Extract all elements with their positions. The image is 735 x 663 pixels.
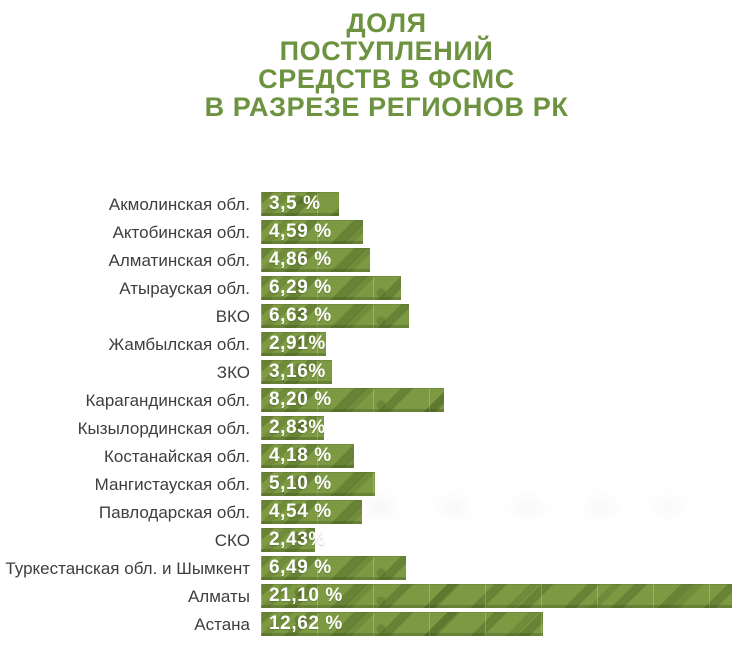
region-label: Алматы xyxy=(187,586,250,606)
chart-row: Актобинская обл. 4,59 % xyxy=(0,218,735,246)
region-label: ЗКО xyxy=(216,362,250,382)
chart-row: Акмолинская обл. 3,5 % xyxy=(0,190,735,218)
region-bar: 12,62 % xyxy=(261,612,543,636)
bar-value-label: 3,16% xyxy=(269,361,326,382)
region-bar: 21,10 % xyxy=(261,584,732,608)
bar-value-label: 5,10 % xyxy=(269,473,332,494)
bar-value-label: 2,83% xyxy=(269,417,326,438)
bar-chart: Акмолинская обл. 3,5 % Актобинская обл. 4,5… xyxy=(0,190,735,638)
chart-row: Павлодарская обл. 4,54 % xyxy=(0,498,735,526)
bar-value-label: 4,86 % xyxy=(269,249,332,270)
chart-row: СКО 2,43% xyxy=(0,526,735,554)
bar-value-label: 21,10 % xyxy=(269,585,343,606)
chart-row: Карагандинская обл. 8,20 % xyxy=(0,386,735,414)
region-bar: 2,91% xyxy=(261,332,326,356)
chart-row: Алматы 21,10 % xyxy=(0,582,735,610)
region-label: Жамбылская обл. xyxy=(108,334,250,354)
region-label: Кызылординская обл. xyxy=(77,418,250,438)
region-label: Актобинская обл. xyxy=(112,222,250,242)
chart-row: Кызылординская обл. 2,83% xyxy=(0,414,735,442)
region-bar: 6,29 % xyxy=(261,276,401,300)
chart-row: Мангистауская обл. 5,10 % xyxy=(0,470,735,498)
region-label: Акмолинская обл. xyxy=(108,194,250,214)
chart-row: Атырауская обл. 6,29 % xyxy=(0,274,735,302)
region-bar: 4,86 % xyxy=(261,248,370,272)
bar-value-label: 3,5 % xyxy=(269,193,321,214)
chart-row: Костанайская обл. 4,18 % xyxy=(0,442,735,470)
bar-value-label: 4,59 % xyxy=(269,221,332,242)
region-bar: 2,43% xyxy=(261,528,325,552)
region-bar: 3,5 % xyxy=(261,192,339,216)
chart-row: Жамбылская обл. 2,91% xyxy=(0,330,735,358)
region-bar: 6,49 % xyxy=(261,556,406,580)
bar-value-label: 4,18 % xyxy=(269,445,332,466)
region-bar: 4,18 % xyxy=(261,444,354,468)
region-label: Карагандинская обл. xyxy=(85,390,250,410)
region-bar: 6,63 % xyxy=(261,304,409,328)
region-label: Мангистауская обл. xyxy=(94,474,250,494)
region-label: Костанайская обл. xyxy=(103,446,250,466)
chart-row: ЗКО 3,16% xyxy=(0,358,735,386)
region-label: Павлодарская обл. xyxy=(98,502,250,522)
chart-row: Астана 12,62 % xyxy=(0,610,735,638)
bar-value-label: 4,54 % xyxy=(269,501,332,522)
region-bar: 5,10 % xyxy=(261,472,375,496)
region-label: Алматинская обл. xyxy=(108,250,250,270)
chart-row: ВКО 6,63 % xyxy=(0,302,735,330)
region-label: Астана xyxy=(194,614,250,634)
bar-value-label: 2,43% xyxy=(269,529,326,550)
bar-value-label: 6,29 % xyxy=(269,277,332,298)
region-label: Атырауская обл. xyxy=(119,278,250,298)
bar-value-label: 8,20 % xyxy=(269,389,332,410)
region-bar: 8,20 % xyxy=(261,388,444,412)
chart-row: Алматинская обл. 4,86 % xyxy=(0,246,735,274)
region-label: ВКО xyxy=(215,306,250,326)
bar-value-label: 2,91% xyxy=(269,333,326,354)
chart-title: ДОЛЯ ПОСТУПЛЕНИЙ СРЕДСТВ В ФСМС В РАЗРЕЗ… xyxy=(204,8,569,122)
bar-value-label: 12,62 % xyxy=(269,613,343,634)
bar-value-label: 6,49 % xyxy=(269,557,332,578)
region-label: СКО xyxy=(214,530,250,550)
bar-value-label: 6,63 % xyxy=(269,305,332,326)
region-bar: 4,54 % xyxy=(261,500,362,524)
region-bar: 3,16% xyxy=(261,360,332,384)
region-label: Туркестанская обл. и Шымкент xyxy=(5,558,250,578)
region-bar: 2,83% xyxy=(261,416,326,440)
chart-row: Туркестанская обл. и Шымкент 6,49 % xyxy=(0,554,735,582)
region-bar: 4,59 % xyxy=(261,220,363,244)
